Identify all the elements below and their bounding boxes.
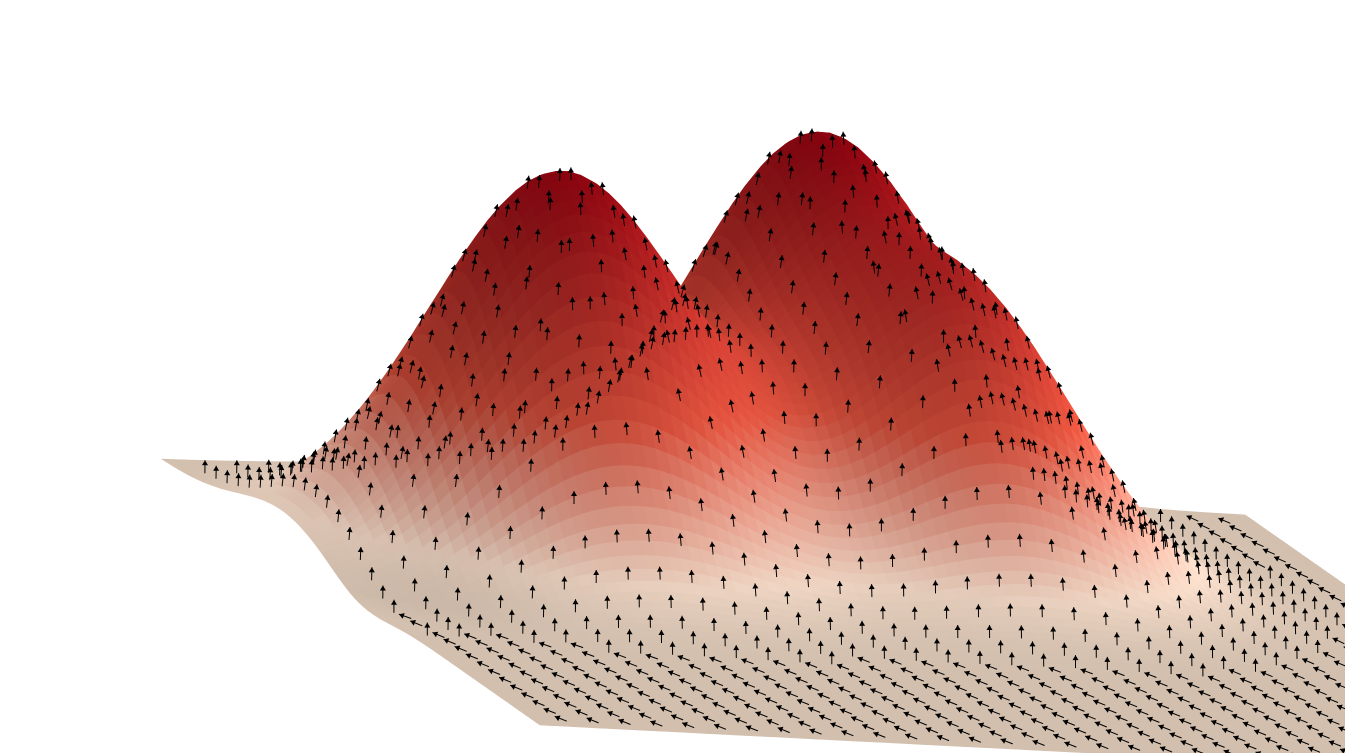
surface-mesh — [160, 131, 1345, 753]
